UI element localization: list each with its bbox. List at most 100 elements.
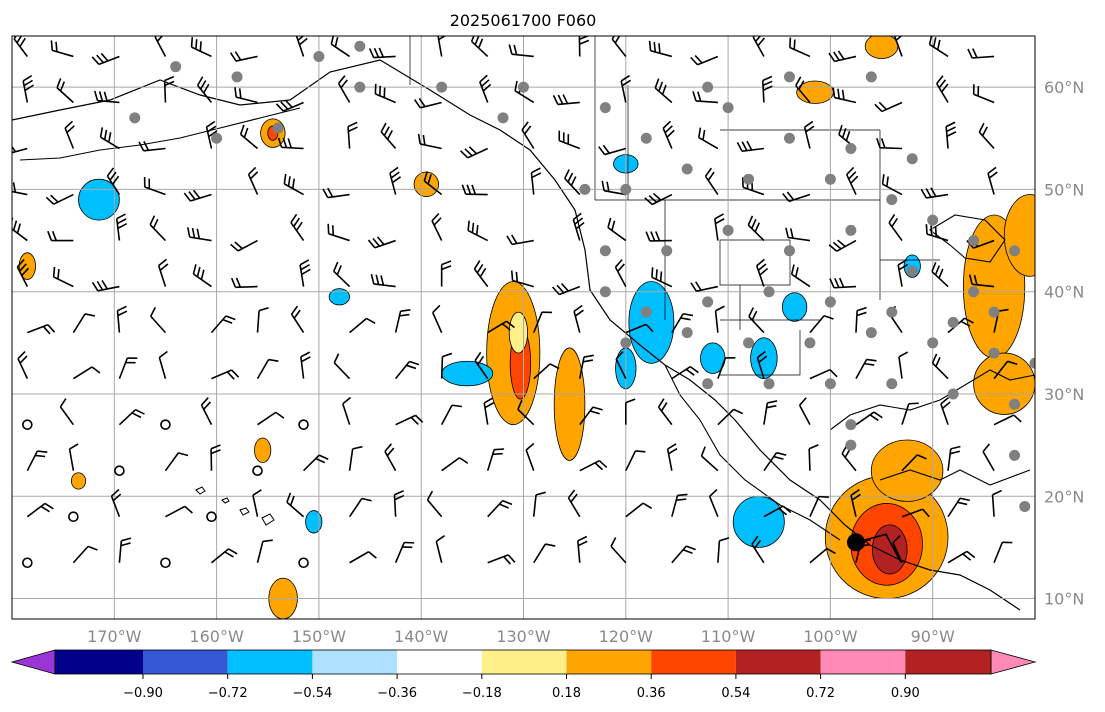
wind-barb <box>671 312 694 334</box>
shaded-region-2 <box>553 347 586 461</box>
wind-barb <box>785 227 811 242</box>
colorbar-tick-label: 0.36 <box>637 686 666 701</box>
colorbar-tick-label: 0.72 <box>806 686 835 701</box>
wind-barb <box>901 402 919 425</box>
wind-barb <box>116 305 128 333</box>
wind-barb <box>347 121 358 149</box>
wind-barb <box>645 231 672 242</box>
lon-tick-label: 130°W <box>496 627 551 646</box>
wind-barb <box>876 138 903 150</box>
wind-barb <box>154 36 167 57</box>
station-dot <box>947 316 959 328</box>
station-dot <box>988 347 1000 359</box>
wind-barb <box>256 358 279 380</box>
wind-barb <box>809 495 829 518</box>
state-borders <box>409 36 940 376</box>
station-dot <box>947 388 959 400</box>
wind-barb <box>487 499 513 518</box>
lon-tick-label: 150°W <box>292 627 347 646</box>
wind-barb <box>413 97 442 109</box>
wind-barb <box>337 75 351 103</box>
wind-barb <box>671 493 688 517</box>
wind-barb <box>441 457 469 472</box>
wind-barb <box>389 166 402 195</box>
wind-barb <box>578 354 594 379</box>
wind-barb <box>286 492 305 518</box>
colorbar-tick-label: −0.90 <box>123 686 163 701</box>
wind-barb <box>698 127 719 150</box>
wind-barb <box>164 452 189 472</box>
wind-barb <box>110 488 122 518</box>
wind-barb <box>809 315 834 334</box>
shaded-region-16 <box>254 437 272 463</box>
station-dot <box>845 439 857 451</box>
wind-barb <box>736 140 765 152</box>
wind-barb <box>517 399 535 426</box>
wind-barb <box>855 306 867 333</box>
wind-barb <box>752 36 766 57</box>
wind-barb <box>936 75 949 103</box>
station-dot <box>886 378 898 390</box>
lon-tick-label: 140°W <box>394 627 449 646</box>
wind-barb <box>17 350 29 379</box>
map-frame <box>11 35 1036 620</box>
wind-barb <box>370 274 396 288</box>
wind-barb <box>931 262 949 288</box>
wind-barb <box>256 539 273 563</box>
wind-barb <box>625 450 646 472</box>
station-dot <box>927 214 939 226</box>
colorbar-tick-label: −0.18 <box>462 686 502 701</box>
lon-tick-label: 110°W <box>701 627 756 646</box>
wind-barb <box>143 177 166 196</box>
calm-circle <box>252 465 263 476</box>
wind-barb <box>374 83 396 104</box>
wind-barb <box>349 317 376 334</box>
wind-barb <box>782 191 811 203</box>
shaded-region-28 <box>328 288 350 306</box>
colorbar-frame <box>54 649 992 675</box>
coastline-mexico-west <box>664 364 841 541</box>
station-dot <box>1009 449 1021 461</box>
calm-circle <box>206 511 217 523</box>
wind-barb <box>510 270 534 288</box>
wind-barb <box>940 396 951 425</box>
wind-barb <box>832 87 857 104</box>
station-dot <box>783 245 795 257</box>
wind-barb <box>395 360 420 380</box>
wind-barb <box>657 398 673 426</box>
wind-barb <box>440 352 453 379</box>
station-dot <box>1009 398 1021 410</box>
station-dot <box>436 81 448 93</box>
colorbar-segment <box>735 650 821 674</box>
shaded-region-20 <box>628 281 675 364</box>
station-dot <box>599 286 611 298</box>
wind-barb <box>474 351 489 380</box>
wind-barb <box>803 120 815 149</box>
station-dot <box>824 296 836 308</box>
wind-barb <box>295 36 308 57</box>
wind-barb <box>601 180 626 196</box>
wind-barb <box>348 497 372 518</box>
station-dot <box>763 286 775 298</box>
shaded-region-17 <box>70 472 87 490</box>
wind-barb <box>790 264 811 288</box>
station-dot <box>968 286 980 298</box>
wind-barb <box>210 548 238 564</box>
colorbar-segment <box>481 650 567 674</box>
shaded-region-26 <box>732 495 785 548</box>
wind-barb <box>99 127 120 150</box>
wind-barb <box>13 36 28 57</box>
station-dot <box>681 163 693 175</box>
wind-barb <box>165 505 193 518</box>
wind-barb <box>394 309 411 333</box>
wind-barb <box>573 304 584 333</box>
station-dot <box>211 132 223 144</box>
wind-barb <box>163 75 175 103</box>
wind-barb <box>367 236 396 249</box>
wind-barb <box>551 283 581 296</box>
coastline-greatlakes <box>929 214 1006 263</box>
station-dot <box>313 50 325 62</box>
wind-barb <box>348 445 363 471</box>
station-dot <box>824 173 836 185</box>
